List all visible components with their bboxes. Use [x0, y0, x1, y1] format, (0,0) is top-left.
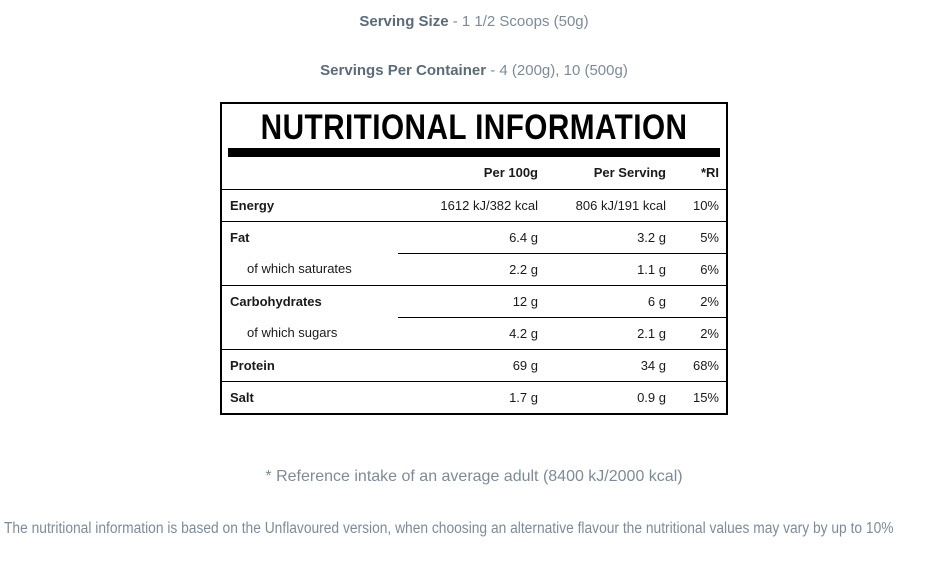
nutrition-info-panel: NUTRITIONAL INFORMATION Per 100g Per Ser…	[220, 102, 728, 415]
row-per-serving: 806 kJ/191 kcal	[538, 189, 666, 222]
row-per-100g: 69 g	[398, 349, 538, 382]
row-per-100g: 1612 kJ/382 kcal	[398, 189, 538, 222]
row-label: Salt	[230, 389, 254, 405]
row-ri: 10%	[666, 189, 726, 222]
nutrition-table: Per 100g Per Serving *RI Energy 1612 kJ/3…	[222, 157, 726, 413]
row-per-serving: 3.2 g	[538, 221, 666, 254]
row-per-100g: 12 g	[398, 285, 538, 318]
serving-size-line: Serving Size - 1 1/2 Scoops (50g)	[0, 12, 948, 32]
title-divider-bar	[228, 148, 720, 157]
row-per-100g: 4.2 g	[398, 317, 538, 350]
servings-per-container-value: - 4 (200g), 10 (500g)	[486, 62, 628, 79]
row-ri: 6%	[666, 253, 726, 286]
table-row: of which saturates 2.2 g 1.1 g 6%	[222, 253, 726, 286]
row-per-serving: 2.1 g	[538, 317, 666, 350]
row-per-serving: 6 g	[538, 285, 666, 318]
row-per-serving: 1.1 g	[538, 253, 666, 286]
row-per-100g: 1.7 g	[509, 389, 538, 405]
disclaimer-wrap: The nutritional information is based on …	[4, 517, 948, 540]
flavour-disclaimer-text: The nutritional information is based on …	[4, 520, 894, 537]
table-row: Fat 6.4 g 3.2 g 5%	[222, 221, 726, 254]
table-row: Protein 69 g 34 g 68%	[222, 349, 726, 382]
serving-size-value: - 1 1/2 Scoops (50g)	[448, 13, 589, 30]
table-header-row: Per 100g Per Serving *RI	[222, 157, 726, 190]
table-row: Salt 1.7 g 0.9 g 15%	[222, 381, 726, 413]
row-ri: 15%	[692, 389, 719, 405]
row-label: Fat	[230, 229, 250, 245]
row-label: of which saturates	[222, 253, 398, 286]
row-ri: 68%	[666, 349, 726, 382]
row-per-serving: 0.9 g	[637, 389, 666, 405]
serving-size-label: Serving Size	[359, 13, 449, 30]
table-row: of which sugars 4.2 g 2.1 g 2%	[222, 317, 726, 350]
nutrition-panel-title: NUTRITIONAL INFORMATION	[260, 108, 688, 147]
column-header-ri: *RI	[666, 157, 726, 190]
reference-intake-note: * Reference intake of an average adult (…	[265, 468, 683, 485]
row-per-100g: 2.2 g	[398, 253, 538, 286]
row-ri: 2%	[666, 285, 726, 318]
row-per-serving: 34 g	[538, 349, 666, 382]
table-row: Energy 1612 kJ/382 kcal 806 kJ/191 kcal 10%	[222, 189, 726, 222]
row-label: Protein	[222, 349, 398, 382]
servings-per-container-line: Servings Per Container - 4 (200g), 10 (5…	[0, 61, 948, 81]
column-header-empty	[222, 157, 398, 190]
row-label: Energy	[222, 189, 398, 222]
row-label: of which sugars	[222, 317, 398, 350]
column-header-per-100g: Per 100g	[398, 157, 538, 190]
servings-per-container-label: Servings Per Container	[320, 62, 487, 79]
row-per-100g: 6.4 g	[398, 221, 538, 254]
nutrition-table-body: Energy 1612 kJ/382 kcal 806 kJ/191 kcal 10%…	[222, 189, 726, 413]
row-label: Carbohydrates	[230, 293, 322, 309]
row-ri: 2%	[666, 317, 726, 350]
row-ri: 5%	[666, 221, 726, 254]
column-header-per-serving: Per Serving	[538, 157, 666, 190]
